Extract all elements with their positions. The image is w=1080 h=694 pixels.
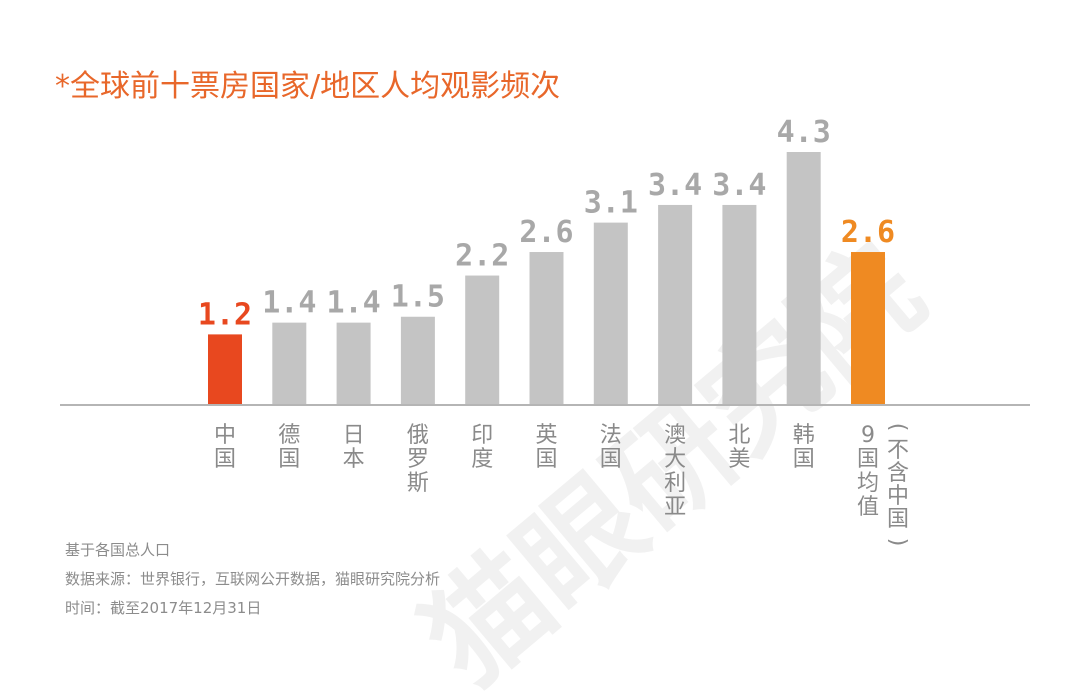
bar bbox=[658, 204, 693, 405]
category-label: 美 bbox=[728, 447, 750, 472]
category-label: 韩 bbox=[793, 423, 815, 448]
category-label: 国 bbox=[600, 447, 622, 472]
category-label: 国 bbox=[278, 447, 300, 472]
note-basis: 基于各国总人口 bbox=[65, 541, 170, 559]
category-note-label: 不 bbox=[887, 438, 909, 463]
note-source: 数据来源：世界银行，互联网公开数据，猫眼研究院分析 bbox=[65, 570, 440, 588]
category-note-label: ) bbox=[885, 538, 910, 547]
chart-title: *全球前十票房国家/地区人均观影频次 bbox=[55, 69, 560, 104]
bar-value-label: 1.2 bbox=[198, 297, 252, 332]
bar-value-label: 3.4 bbox=[712, 168, 766, 203]
bar-value-label: 4.3 bbox=[777, 115, 831, 150]
category-label: 罗 bbox=[407, 447, 429, 472]
bar bbox=[208, 334, 242, 405]
category-note-label: 含 bbox=[887, 461, 909, 486]
category-label: 英 bbox=[535, 423, 557, 448]
bar-value-label: 1.4 bbox=[262, 286, 316, 321]
category-label: 中 bbox=[214, 423, 236, 448]
category-label: 北 bbox=[728, 423, 750, 448]
bar bbox=[722, 204, 757, 405]
category-label: 国 bbox=[793, 447, 815, 472]
bar-value-label: 1.5 bbox=[391, 280, 445, 315]
category-note-label: 中 bbox=[887, 484, 909, 509]
category-label: 国 bbox=[535, 447, 557, 472]
bar bbox=[400, 316, 435, 405]
category-label: 法 bbox=[600, 423, 622, 448]
bar-value-label: 1.4 bbox=[327, 286, 381, 321]
bar-value-label: 2.2 bbox=[455, 239, 509, 274]
category-label: 国 bbox=[214, 447, 236, 472]
bar-value-label: 2.6 bbox=[841, 215, 895, 250]
note-date: 时间：截至2017年12月31日 bbox=[65, 599, 261, 617]
category-label: 大 bbox=[664, 447, 686, 472]
bar-value-label: 2.6 bbox=[519, 215, 573, 250]
category-label: 利 bbox=[664, 471, 686, 496]
category-label: 均 bbox=[857, 471, 879, 496]
bar bbox=[465, 275, 500, 405]
category-label: 俄 bbox=[407, 423, 429, 448]
bar bbox=[593, 222, 628, 405]
bar bbox=[786, 152, 821, 405]
bar bbox=[529, 252, 564, 405]
category-note-label: 国 bbox=[887, 507, 909, 532]
category-label: 本 bbox=[343, 447, 365, 472]
bar-value-label: 3.4 bbox=[648, 168, 702, 203]
category-label: 日 bbox=[343, 423, 365, 448]
category-label: 值 bbox=[857, 495, 879, 520]
category-label: 国 bbox=[857, 447, 879, 472]
category-label: 亚 bbox=[664, 495, 686, 520]
category-label: 澳 bbox=[664, 423, 686, 448]
bar bbox=[336, 322, 371, 405]
category-label: 斯 bbox=[407, 471, 429, 496]
category-label: 印 bbox=[471, 423, 493, 448]
category-label: 9 bbox=[861, 423, 875, 448]
category-label: 度 bbox=[471, 447, 493, 472]
bar bbox=[851, 252, 885, 405]
bar-value-label: 3.1 bbox=[584, 186, 638, 221]
category-label: 德 bbox=[278, 423, 300, 448]
category-note-label: ( bbox=[885, 423, 910, 432]
bar bbox=[272, 322, 307, 405]
